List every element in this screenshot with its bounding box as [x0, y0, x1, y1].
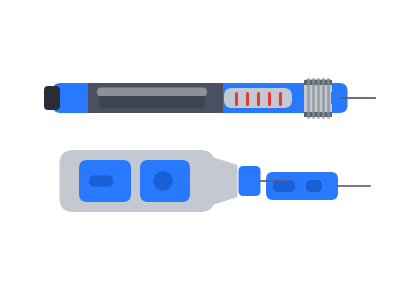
FancyBboxPatch shape — [304, 79, 332, 117]
FancyBboxPatch shape — [273, 180, 295, 192]
FancyBboxPatch shape — [44, 86, 60, 110]
Polygon shape — [213, 157, 237, 205]
Bar — [304, 111, 332, 116]
Circle shape — [154, 172, 172, 190]
Bar — [331, 92, 341, 104]
FancyBboxPatch shape — [59, 150, 215, 212]
FancyBboxPatch shape — [53, 83, 348, 113]
FancyBboxPatch shape — [89, 175, 113, 187]
FancyBboxPatch shape — [140, 160, 190, 202]
FancyBboxPatch shape — [266, 172, 338, 200]
FancyBboxPatch shape — [97, 88, 207, 97]
FancyBboxPatch shape — [99, 96, 205, 108]
Bar — [304, 79, 332, 85]
FancyBboxPatch shape — [224, 88, 292, 108]
FancyBboxPatch shape — [239, 166, 261, 196]
FancyBboxPatch shape — [79, 160, 131, 202]
Bar — [87, 83, 223, 113]
FancyBboxPatch shape — [306, 180, 322, 192]
